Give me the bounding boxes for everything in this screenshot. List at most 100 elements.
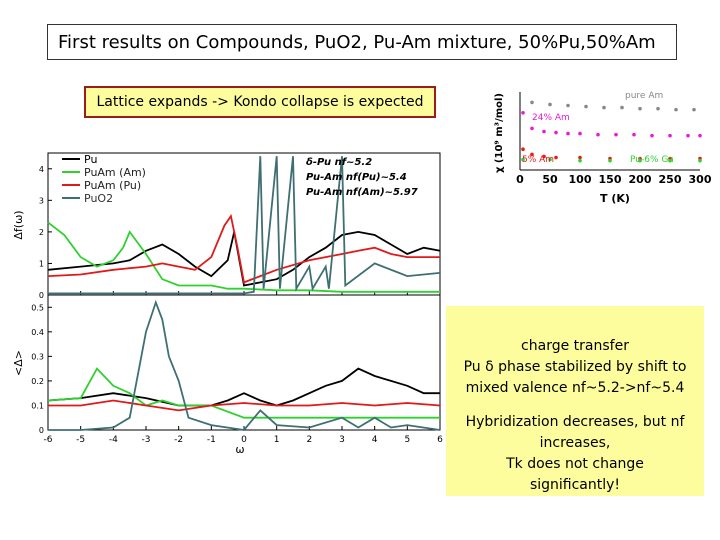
y-tick-label: 4 bbox=[39, 165, 44, 174]
x-axis-label: ω bbox=[235, 443, 244, 455]
data-point bbox=[530, 152, 534, 157]
subtitle-banner: Lattice expands -> Kondo collapse is exp… bbox=[84, 86, 436, 118]
y-tick-label: 0.3 bbox=[31, 352, 44, 361]
annotation-label: δ-Pu nf~5.2 bbox=[306, 157, 372, 168]
y-tick-label: 0.5 bbox=[31, 303, 44, 312]
data-point bbox=[608, 158, 612, 163]
x-tick-label: -4 bbox=[109, 435, 118, 445]
average-hybridization-plot: -6 -5 -4 -3 -2 -1 0 1 2 3 4 5 6 0 0.1 0.2 0.3 0.4 0.5 <Δ> ω bbox=[12, 294, 443, 455]
data-point bbox=[698, 133, 702, 138]
data-point bbox=[521, 147, 525, 151]
data-point bbox=[566, 103, 570, 108]
data-point bbox=[578, 131, 582, 136]
x-tick-label: 6 bbox=[437, 435, 443, 445]
data-point bbox=[530, 100, 534, 105]
plot-frame bbox=[47, 294, 441, 431]
data-point bbox=[668, 133, 672, 138]
annotation-label: Pu-6% Ga bbox=[630, 155, 674, 165]
legend-label: PuO2 bbox=[84, 192, 113, 205]
x-tick-label: 3 bbox=[339, 435, 345, 445]
x-tick-label: 100 bbox=[569, 173, 592, 186]
slide-title: First results on Compounds, PuO2, Pu-Am … bbox=[47, 24, 677, 60]
series-line-puam-pu- bbox=[48, 399, 441, 412]
note-line: increases, bbox=[539, 435, 611, 451]
data-point bbox=[554, 155, 558, 160]
series-line-pu bbox=[47, 367, 440, 407]
note-line: charge transfer bbox=[521, 338, 629, 354]
x-tick-label: -3 bbox=[142, 435, 151, 445]
data-point bbox=[548, 157, 552, 162]
x-tick-label: 2 bbox=[306, 435, 312, 445]
data-point bbox=[521, 111, 525, 115]
y-axis-label: χ (10⁹ m³/mol) bbox=[494, 93, 505, 173]
x-tick-label: 150 bbox=[599, 173, 622, 186]
series-line-puam-pu- bbox=[47, 213, 440, 284]
y-axis-label: <Δ> bbox=[12, 350, 25, 376]
series-line-puo2 bbox=[48, 156, 441, 295]
annotation-label: Pu-Am nf(Am)~5.97 bbox=[306, 187, 418, 198]
x-tick-label: 0 bbox=[516, 173, 524, 186]
y-tick-label: 2 bbox=[39, 228, 44, 237]
x-tick-label: 50 bbox=[542, 173, 558, 186]
series-line-puo2 bbox=[48, 299, 441, 431]
note-line: mixed valence nf~5.2->nf~5.4 bbox=[465, 380, 685, 396]
data-point bbox=[566, 131, 570, 136]
series-line-puam-am- bbox=[47, 367, 440, 419]
y-tick-label: 0.4 bbox=[31, 328, 44, 337]
susceptibility-inset: 0 50 100 150 200 250 300 T (K) χ (10⁹ m³/mol) pur… bbox=[494, 91, 712, 205]
data-point bbox=[668, 158, 672, 163]
annotation-label: Pu-Am nf(Pu)~5.4 bbox=[306, 172, 407, 183]
data-point bbox=[632, 132, 636, 137]
note-line: Pu δ phase stabilized by shift to bbox=[463, 359, 687, 375]
x-tick-label: 4 bbox=[372, 435, 378, 445]
charge-transfer-note: charge transfer Pu δ phase stabilized by… bbox=[446, 306, 704, 406]
legend-label: Pu bbox=[84, 153, 97, 166]
annotation-label: pure Am bbox=[625, 91, 663, 101]
y-tick-label: 0.2 bbox=[31, 377, 44, 386]
data-point bbox=[674, 107, 678, 112]
data-point bbox=[578, 158, 582, 163]
y-axis-label: Δf(ω) bbox=[12, 210, 25, 239]
x-tick-label: -5 bbox=[76, 435, 85, 445]
data-point bbox=[584, 104, 588, 109]
data-point bbox=[602, 105, 606, 110]
y-tick-label: 0.1 bbox=[31, 401, 44, 410]
data-point bbox=[548, 102, 552, 107]
x-tick-label: -2 bbox=[174, 435, 183, 445]
y-tick-label: 0 bbox=[39, 426, 44, 435]
data-point bbox=[638, 158, 642, 163]
note-line: Tk does not change bbox=[506, 456, 644, 472]
data-point bbox=[521, 157, 525, 162]
legend-label: PuAm (Pu) bbox=[84, 179, 141, 192]
data-point bbox=[656, 106, 660, 111]
data-point bbox=[614, 132, 618, 137]
note-line: Hybridization decreases, but nf bbox=[465, 414, 685, 430]
x-tick-label: 300 bbox=[689, 173, 712, 186]
data-point bbox=[650, 133, 654, 138]
y-tick-label: 0 bbox=[39, 291, 44, 300]
x-tick-label: 1 bbox=[274, 435, 280, 445]
legend-label: PuAm (Am) bbox=[84, 166, 146, 179]
x-tick-label: 5 bbox=[404, 435, 410, 445]
data-point bbox=[698, 158, 702, 163]
y-tick-label: 1 bbox=[39, 259, 44, 268]
x-tick-label: -1 bbox=[207, 435, 216, 445]
data-point bbox=[686, 133, 690, 138]
x-axis-label: T (K) bbox=[600, 192, 630, 205]
hybridization-note: Hybridization decreases, but nf increase… bbox=[446, 406, 704, 496]
series-line-pu bbox=[47, 230, 441, 287]
data-point bbox=[542, 129, 546, 134]
y-tick-label: 3 bbox=[39, 196, 44, 205]
x-tick-label: -6 bbox=[44, 435, 53, 445]
data-point bbox=[620, 105, 624, 110]
note-line: significantly! bbox=[529, 477, 621, 493]
data-point bbox=[692, 107, 696, 112]
annotation-label: 24% Am bbox=[532, 113, 570, 123]
x-tick-label: 0 bbox=[241, 435, 247, 445]
data-point bbox=[596, 132, 600, 137]
data-point bbox=[638, 106, 642, 111]
data-point bbox=[530, 126, 534, 131]
data-point bbox=[542, 154, 546, 159]
